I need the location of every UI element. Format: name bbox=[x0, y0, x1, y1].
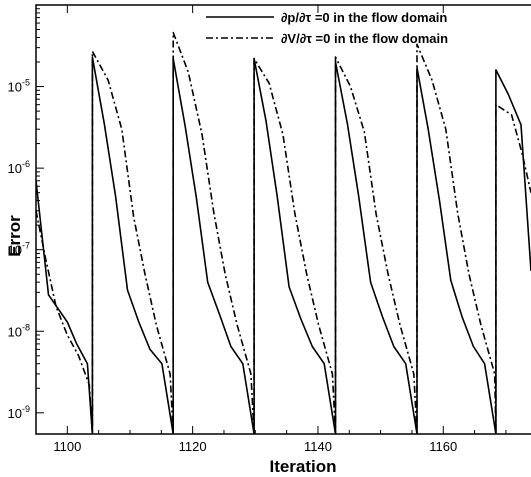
x-tick-label: 1140 bbox=[304, 439, 332, 454]
legend-label-2: ∂V/∂τ =0 in the flow domain bbox=[281, 31, 448, 46]
y-tick-label: 10-9 bbox=[8, 404, 30, 421]
series-line-2 bbox=[36, 31, 531, 434]
series-line-1 bbox=[36, 56, 531, 434]
y-axis-title: Error bbox=[5, 215, 24, 257]
series-layer bbox=[36, 31, 531, 434]
x-tick-label: 1100 bbox=[53, 439, 81, 454]
plot-border bbox=[35, 4, 531, 435]
plot-frame bbox=[35, 4, 531, 435]
legend-label-1: ∂p/∂τ =0 in the flow domain bbox=[281, 10, 447, 25]
legend: ∂p/∂τ =0 in the flow domain ∂V/∂τ =0 in t… bbox=[206, 10, 448, 46]
x-axis-title: Iteration bbox=[269, 457, 336, 476]
y-tick-label: 10-7 bbox=[8, 241, 30, 258]
x-tick-label: 1120 bbox=[179, 439, 207, 454]
y-tick-label: 10-8 bbox=[8, 322, 30, 339]
y-tick-label: 10-5 bbox=[8, 78, 30, 95]
ticks-layer: 1100 1120 1140 1160 10-9 10-8 10-7 10-6 10-5 bbox=[8, 5, 507, 454]
y-tick-label: 10-6 bbox=[8, 159, 30, 176]
x-tick-label: 1160 bbox=[429, 439, 457, 454]
